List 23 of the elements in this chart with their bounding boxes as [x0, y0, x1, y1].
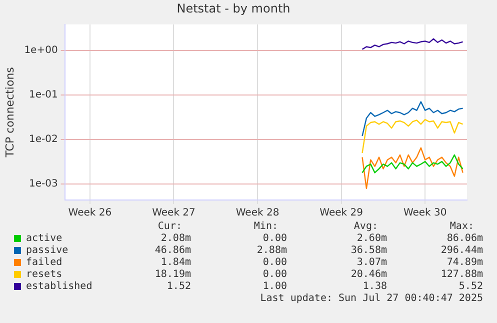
x-tick-label: Week 30: [403, 208, 447, 219]
text: 46.86m 2.88m 36.58m 296.44m: [154, 245, 483, 256]
chart-title: Netstat - by month: [176, 1, 290, 16]
y-axis-title: TCP connections: [3, 66, 16, 158]
x-tick-label: Week 27: [152, 208, 196, 219]
text: Cur: Min: Avg: Max:: [158, 221, 474, 232]
x-tick-label: Week 26: [68, 208, 112, 219]
y-tick-label: 1e-02: [28, 134, 58, 146]
y-tick-label: 1e-03: [28, 178, 58, 190]
y-tick-label: 1e+00: [24, 44, 58, 56]
x-tick-label: Week 28: [236, 208, 280, 219]
text: 2.08m 0.00 2.60m 86.06m: [160, 233, 483, 244]
x-tick-label: Week 29: [320, 208, 363, 219]
text: Last update: Sun Jul 27 00:40:47 2025: [260, 293, 483, 304]
legend-label: failed: [26, 257, 62, 268]
text: 1.52 1.00 1.38 5.52: [166, 281, 483, 292]
legend-label: passive: [26, 245, 68, 256]
text: 1.84m 0.00 3.07m 74.89m: [160, 257, 483, 268]
y-tick-label: 1e-01: [28, 89, 58, 100]
legend-label: active: [26, 233, 62, 244]
legend-label: established: [26, 281, 92, 292]
legend-label: resets: [26, 269, 62, 280]
text: 18.19m 0.00 20.46m 127.88m: [154, 269, 483, 280]
